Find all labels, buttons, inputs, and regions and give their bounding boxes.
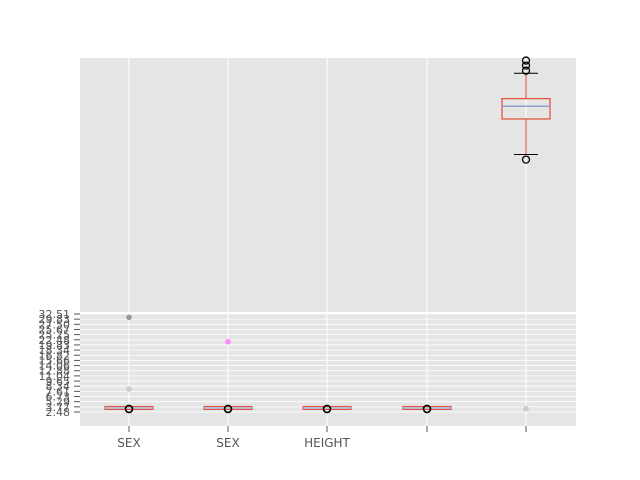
- outlier-1: [521, 66, 531, 75]
- scatter-point-1: [225, 338, 231, 345]
- y-tick-label-1: 29.83: [39, 313, 71, 326]
- y-tick-label-15: 7.61: [46, 385, 71, 398]
- chart-marks: [104, 56, 551, 414]
- x-tick-label-2: HEIGHT: [304, 436, 350, 450]
- scatter-point-3: [523, 405, 529, 412]
- y-tick-label-6: 19.83: [39, 339, 71, 352]
- y-tick-label-4: 25.25: [39, 329, 71, 342]
- plot-background: [80, 58, 576, 426]
- y-tick-label-10: 14.06: [39, 360, 71, 373]
- y-tick-label-2: 27.50: [39, 318, 71, 331]
- outlier-3: [521, 56, 531, 65]
- grid-lines: [80, 58, 576, 426]
- y-tick-label-9: 15.66: [39, 354, 71, 367]
- box-body: [501, 98, 551, 120]
- small-box-outlier-1: [223, 404, 233, 414]
- small-box-outlier-2: [322, 404, 332, 414]
- scatter-point-0: [126, 314, 132, 321]
- x-tick-label-1: SEX: [216, 436, 239, 450]
- y-tick-label-3: 25.67: [39, 323, 71, 336]
- y-tick-label-16: 6.73: [46, 391, 71, 404]
- y-tick-label-5: 22.48: [39, 334, 71, 347]
- y-tick-label-13: 9.65: [46, 375, 71, 388]
- y-tick-label-17: 5.29: [46, 396, 71, 409]
- y-tick-label-12: 11.04: [39, 370, 71, 383]
- outlier-0: [521, 155, 531, 164]
- x-tick-labels: SEX SEX HEIGHT: [117, 426, 527, 450]
- small-box-outlier-0: [124, 404, 134, 414]
- y-tick-labels: 32.5129.8327.5025.6725.2522.4819.8318.34…: [39, 308, 80, 419]
- y-tick-label-8: 16.82: [39, 349, 71, 362]
- y-tick-label-19: 2.48: [46, 406, 71, 419]
- outlier-2: [521, 61, 531, 70]
- scatter-point-2: [126, 386, 132, 392]
- small-box-outlier-3: [422, 404, 432, 414]
- y-tick-label-7: 18.34: [39, 344, 71, 357]
- y-tick-label-11: 12.88: [39, 365, 71, 378]
- y-tick-label-0: 32.51: [39, 308, 71, 321]
- x-tick-label-0: SEX: [117, 436, 140, 450]
- y-tick-label-14: 8.34: [46, 380, 71, 393]
- y-tick-label-18: 3.77: [46, 401, 71, 414]
